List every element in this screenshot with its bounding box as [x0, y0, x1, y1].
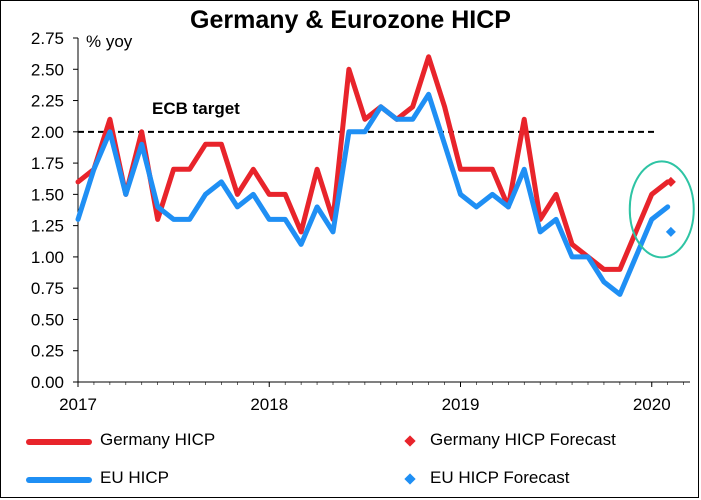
legend-label-germany-forecast: Germany HICP Forecast: [430, 430, 616, 449]
x-tick-label: 2017: [59, 395, 97, 414]
series-layer: [75, 54, 676, 297]
series-line-eu-hicp: [75, 91, 671, 297]
ecb-target-label: ECB target: [152, 99, 240, 118]
chart-title: Germany & Eurozone HICP: [190, 6, 511, 34]
legend-swatch-germany-hicp: [26, 439, 92, 445]
y-tick-label: 0.75: [31, 279, 64, 298]
x-axis: 2017 2018 2019 2020: [59, 381, 690, 414]
y-tick-label: 1.75: [31, 154, 64, 173]
forecast-point-eu-hicp-forecast: [665, 226, 676, 237]
forecast-highlight-ellipse: [628, 160, 695, 259]
x-tick-label: 2019: [442, 395, 480, 414]
legend-label-eu-forecast: EU HICP Forecast: [430, 468, 570, 487]
y-tick-label: 2.25: [31, 92, 64, 111]
y-axis: 0.00 0.25 0.50 0.75 1.00 1.25 1.50 1.75 2.00 2.25…: [31, 29, 79, 392]
y-axis-label: % yoy: [86, 32, 133, 51]
y-tick-label: 0.50: [31, 310, 64, 329]
legend-label-germany-hicp: Germany HICP: [100, 430, 216, 449]
x-tick-label: 2020: [633, 395, 671, 414]
legend-label-eu-hicp: EU HICP: [100, 468, 169, 487]
y-tick-label: 2.50: [31, 60, 64, 79]
y-tick-label: 2.75: [31, 29, 64, 48]
y-tick-label: 1.50: [31, 185, 64, 204]
series-line-germany-hicp: [75, 54, 671, 272]
x-tick-label: 2018: [250, 395, 288, 414]
y-tick-label: 1.25: [31, 217, 64, 236]
y-tick-label: 0.25: [31, 342, 64, 361]
legend-swatch-eu-hicp: [26, 477, 92, 483]
y-tick-label: 2.00: [31, 123, 64, 142]
y-tick-label: 0.00: [31, 373, 64, 392]
forecast-point-germany-hicp-forecast: [665, 176, 676, 187]
y-tick-label: 1.00: [31, 248, 64, 267]
